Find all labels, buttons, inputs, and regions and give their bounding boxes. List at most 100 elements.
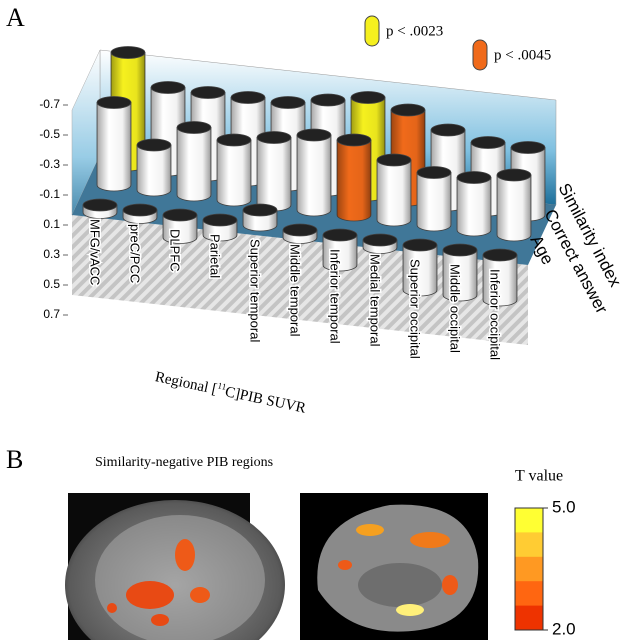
bar-top	[402, 238, 438, 252]
category-label: Inferior temporal	[328, 249, 343, 344]
category-label: Middle occipital	[448, 264, 463, 353]
category-label: Parietal	[208, 234, 223, 278]
bar-shade	[377, 160, 411, 226]
colorbar-segment	[515, 556, 543, 582]
category-label: Middle temporal	[288, 244, 303, 337]
y-tick-label: 0.3	[43, 247, 60, 261]
category-label: preC/PCC	[128, 224, 143, 283]
bar-top	[470, 136, 506, 149]
bar-top	[216, 133, 252, 147]
bar-top	[202, 213, 238, 227]
bar	[162, 208, 198, 244]
y-tick-label: 0.7	[43, 307, 60, 321]
bar-top	[282, 223, 318, 237]
bar-top	[122, 203, 158, 217]
bar-top	[390, 103, 426, 117]
colorbar-segment	[515, 508, 543, 533]
bar-top	[362, 233, 398, 247]
bar-top	[136, 138, 172, 152]
brain-surface	[300, 493, 488, 640]
bar-shade	[337, 140, 371, 221]
bar	[496, 168, 532, 242]
colorbar-tick-label: 5.0	[552, 497, 576, 516]
colorbar-frame	[514, 507, 544, 631]
bar	[122, 203, 158, 224]
brain-slice	[65, 493, 285, 640]
category-label: DLPFC	[168, 229, 183, 272]
bar	[202, 213, 238, 242]
category-label: Superior occipital	[408, 259, 423, 359]
y-tick-label: -0.7	[39, 97, 60, 111]
bar	[242, 203, 278, 232]
bar-top	[256, 131, 292, 144]
legend-swatch	[472, 39, 488, 71]
bar-shade	[257, 137, 291, 211]
caption: Similarity-negative PIB regions	[95, 455, 273, 470]
bar-shade	[457, 177, 491, 236]
bar	[136, 138, 172, 197]
bar-top	[322, 228, 358, 242]
panel-label: A	[6, 3, 25, 32]
y-tick-label: -0.1	[39, 187, 60, 201]
bar-top	[110, 46, 146, 59]
bar	[322, 228, 358, 272]
bar-top	[442, 243, 478, 257]
bar-shade	[137, 145, 171, 196]
bar	[82, 198, 118, 219]
bar-shade	[403, 245, 437, 296]
colorbar-tick-label: 2.0	[552, 619, 576, 638]
x-axis-label-part: 11	[217, 380, 228, 392]
bar	[296, 128, 332, 217]
bar	[362, 233, 398, 254]
category-label: Medial temporal	[368, 254, 383, 347]
bar-shade	[323, 235, 357, 271]
x-axis-label-part: Regional [	[153, 370, 218, 399]
bar	[256, 131, 292, 212]
bar-top	[336, 133, 372, 147]
bar-shade	[163, 215, 197, 244]
category-label: Superior temporal	[248, 239, 263, 342]
bar	[96, 96, 132, 192]
bar	[376, 153, 412, 227]
legend-label: p < .0045	[494, 47, 551, 63]
bar	[336, 133, 372, 222]
y-tick-label: 0.1	[43, 217, 60, 231]
bar-shade	[443, 250, 477, 301]
bar	[482, 248, 518, 307]
bar-top	[376, 153, 412, 167]
floor	[72, 215, 528, 345]
bar-shade	[217, 140, 251, 206]
bar	[442, 243, 478, 302]
colorbar-segment	[515, 581, 543, 607]
bar-top	[482, 248, 518, 262]
y-tick-label: -0.5	[39, 127, 60, 141]
bar-shade	[97, 102, 131, 191]
bar	[456, 171, 492, 237]
bar	[416, 166, 452, 232]
category-label: MFG/vACC	[88, 219, 103, 285]
side-wall	[71, 49, 101, 216]
bar-top	[270, 96, 306, 109]
bar-top	[510, 141, 546, 154]
bar-top	[296, 128, 332, 142]
bar-top	[176, 121, 212, 134]
x-axis-label: Regional [11C]PIB SUVR	[153, 367, 307, 417]
bar	[402, 238, 438, 297]
bar-shade	[497, 175, 531, 241]
bar-top	[456, 171, 492, 184]
colorbar-segment	[515, 532, 543, 558]
x-axis-label-part: C]PIB SUVR	[223, 385, 307, 418]
y-tick-label: -0.3	[39, 157, 60, 171]
category-label: Inferior occipital	[488, 269, 503, 360]
bar-shade	[417, 172, 451, 231]
bar	[216, 133, 252, 207]
legend-swatch	[364, 15, 380, 47]
bar-top	[162, 208, 198, 222]
bar-top	[416, 166, 452, 179]
bar-top	[230, 91, 266, 104]
bar-shade	[297, 135, 331, 216]
bar-top	[496, 168, 532, 182]
bar	[282, 223, 318, 244]
